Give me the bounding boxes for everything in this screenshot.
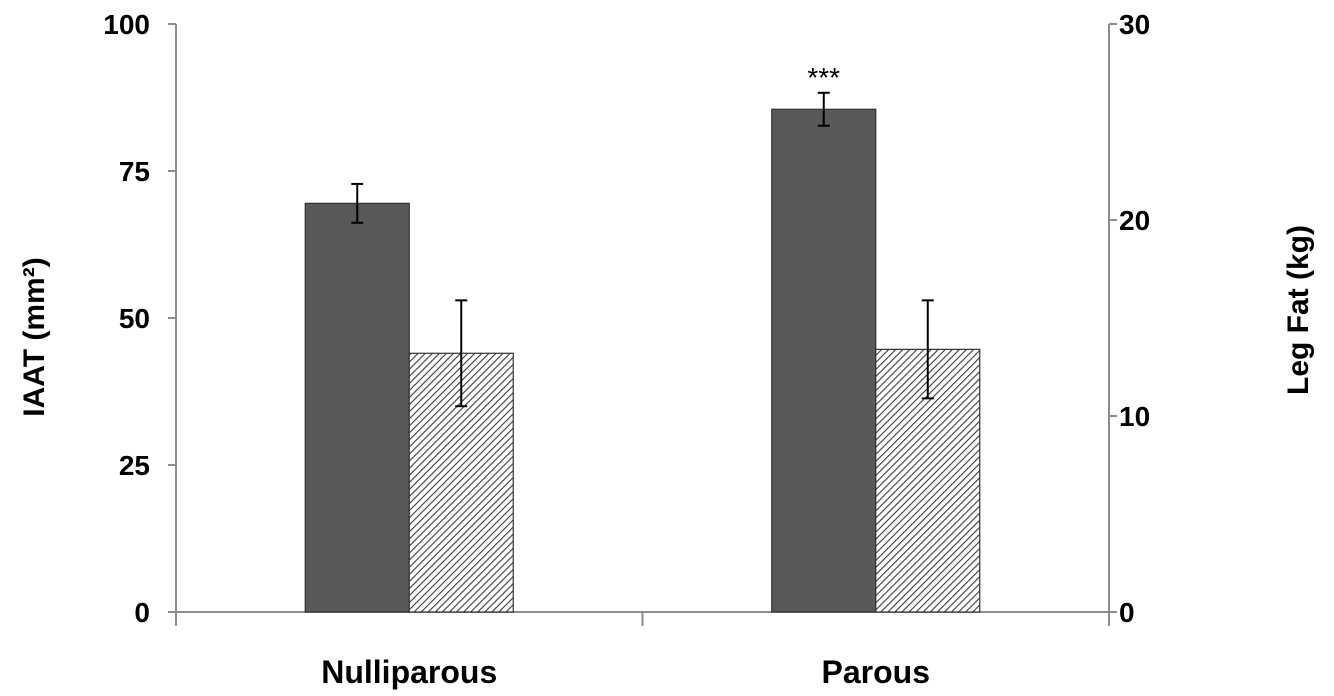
right-axis-ticks: 0 10 20 30 [1109, 9, 1150, 628]
left-axis-ticks: 0 25 50 75 100 [103, 9, 176, 628]
left-tick-label: 75 [119, 156, 150, 187]
right-tick-label: 10 [1119, 401, 1150, 432]
right-tick-label: 0 [1119, 597, 1135, 628]
left-tick-label: 100 [103, 9, 150, 40]
bar [771, 108, 877, 613]
category-label: Nulliparous [321, 654, 497, 690]
right-axis-title: Leg Fat (kg) [1282, 225, 1315, 395]
left-tick-label: 0 [134, 597, 150, 628]
significance-annotation: *** [807, 62, 840, 93]
left-tick-label: 25 [119, 450, 150, 481]
category-label: Parous [822, 654, 930, 690]
right-tick-label: 20 [1119, 205, 1150, 236]
bars-group [304, 108, 981, 613]
x-axis-ticks: Nulliparous Parous [175, 612, 1110, 690]
left-tick-label: 50 [119, 303, 150, 334]
right-tick-label: 30 [1119, 9, 1150, 40]
annotations-group: *** [807, 62, 840, 93]
bar [304, 202, 410, 613]
error-bars-group [351, 91, 934, 408]
left-axis-title: IAAT (mm²) [18, 257, 51, 416]
